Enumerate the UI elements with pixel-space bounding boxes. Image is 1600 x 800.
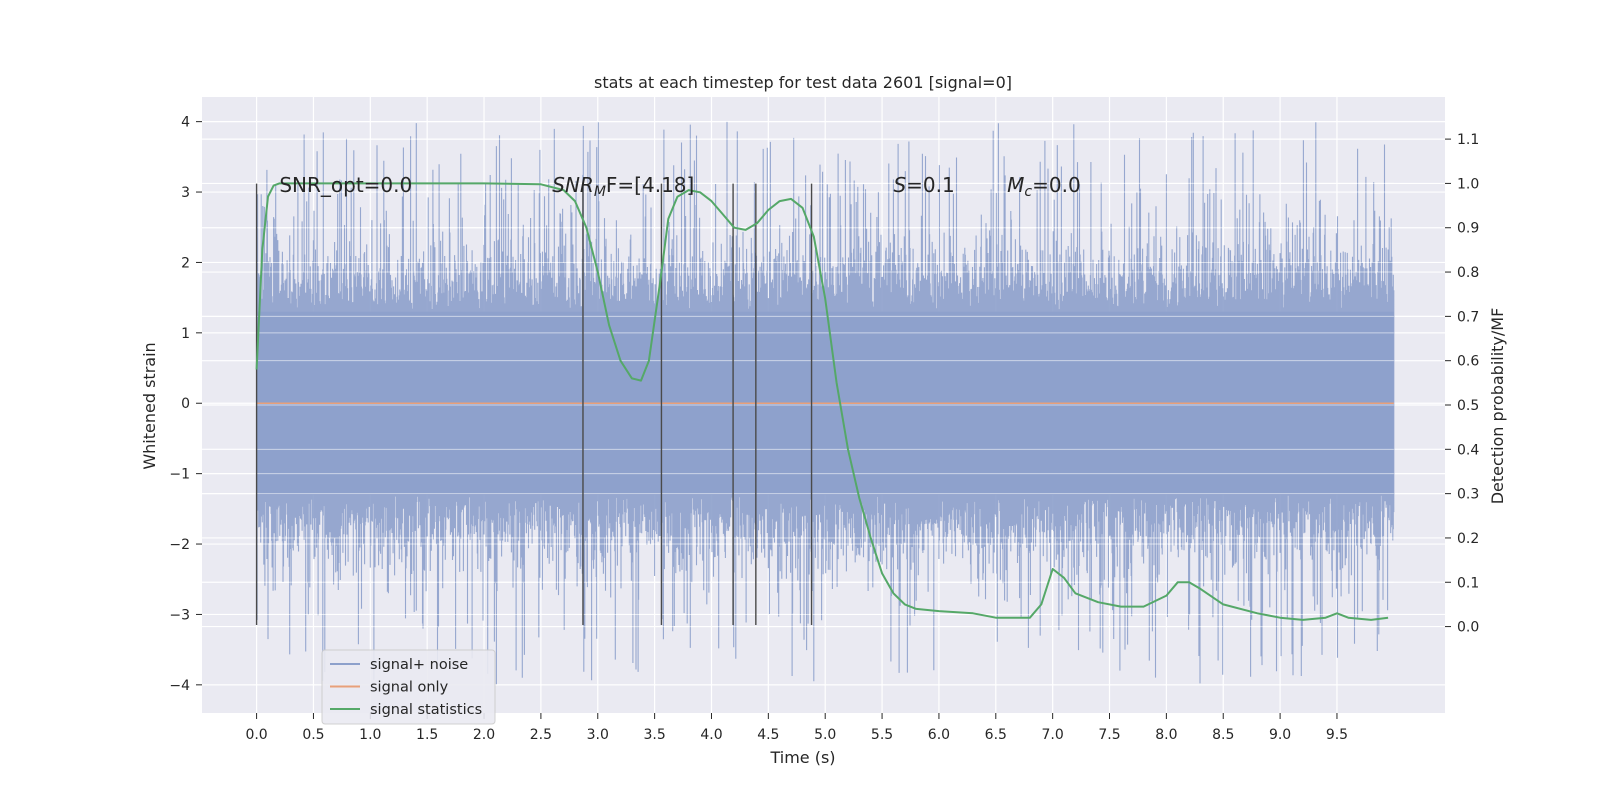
x-tick-label: 8.5 [1212,727,1234,743]
y2-tick-label: 0.7 [1457,309,1479,325]
x-tick-label: 7.5 [1098,727,1120,743]
x-tick-label: 0.5 [302,727,324,743]
x-tick-label: 7.0 [1042,727,1064,743]
legend-label: signal only [370,680,449,696]
legend-label: signal+ noise [370,657,468,673]
x-axis-label: Time (s) [769,748,835,767]
annotation: SNRMF=[4.18] [552,173,694,200]
y-tick-label: 0 [181,396,190,412]
annotation: SNR_opt=0.0 [279,173,412,197]
annotation: S=0.1 [893,173,954,197]
x-tick-label: 6.0 [928,727,950,743]
x-tick-label: 6.5 [985,727,1007,743]
y2-axis-label: Detection probability/MF [1488,308,1507,505]
y2-tick-label: 0.6 [1457,354,1479,370]
y2-tick-label: 0.0 [1457,620,1479,636]
x-tick-label: 1.5 [416,727,438,743]
x-tick-label: 5.0 [814,727,836,743]
x-tick-label: 3.0 [587,727,609,743]
x-tick-label: 8.0 [1155,727,1177,743]
y-tick-label: −2 [169,537,190,553]
x-tick-label: 4.0 [700,727,722,743]
x-tick-label: 3.5 [643,727,665,743]
x-tick-label: 2.0 [473,727,495,743]
legend-label: signal statistics [370,702,482,718]
x-tick-label: 9.5 [1326,727,1348,743]
chart-title: stats at each timestep for test data 260… [594,73,1012,92]
signal-statistics-line [255,182,1389,621]
y2-tick-label: 0.1 [1457,575,1479,591]
y2-tick-label: 0.2 [1457,531,1479,547]
x-tick-label: 1.0 [359,727,381,743]
annotation: Mc=0.0 [1007,173,1081,200]
y-tick-label: 3 [181,185,190,201]
y-tick-label: 1 [181,326,190,342]
y-tick-label: −1 [169,467,190,483]
y2-tick-label: 1.0 [1457,176,1479,192]
y2-tick-label: 0.9 [1457,221,1479,237]
x-tick-label: 5.5 [871,727,893,743]
legend-box [321,649,496,725]
x-tick-label: 4.5 [757,727,779,743]
y2-tick-label: 0.3 [1457,487,1479,503]
y-tick-label: −3 [169,607,190,623]
legend: signal+ noise signal only signal statistic… [321,649,496,725]
y-axis-label: Whitened strain [140,342,159,469]
y-tick-label: −4 [169,678,190,694]
y2-tick-label: 0.4 [1457,442,1479,458]
y2-tick-label: 0.8 [1457,265,1479,281]
y-tick-label: 2 [181,255,190,271]
y-tick-label: 4 [181,115,190,131]
x-tick-label: 0.0 [245,727,267,743]
x-tick-label: 2.5 [530,727,552,743]
y2-tick-label: 1.1 [1457,132,1479,148]
x-tick-label: 9.0 [1269,727,1291,743]
y2-tick-label: 0.5 [1457,398,1479,414]
